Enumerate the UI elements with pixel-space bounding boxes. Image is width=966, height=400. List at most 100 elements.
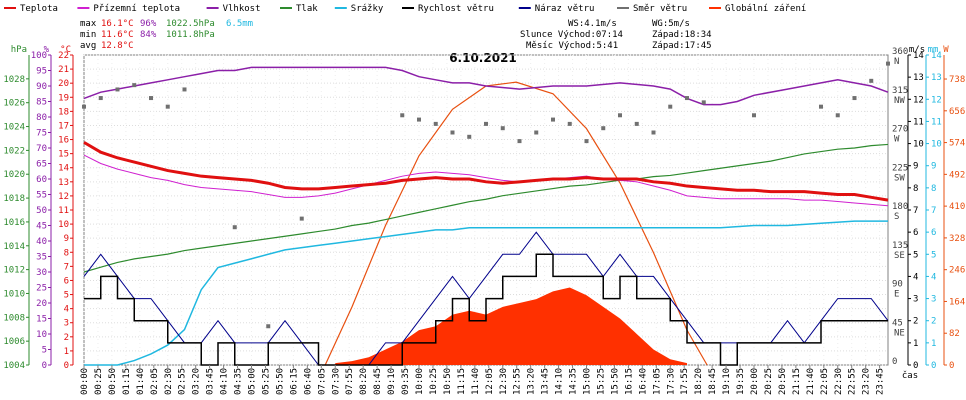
- wind-direction-point: [886, 61, 890, 66]
- axis-pct-tick-label: 100: [31, 51, 47, 61]
- axis-mm-tick-label: 11: [931, 117, 942, 127]
- wind-direction-point: [467, 134, 472, 139]
- time-tick-label: 17:30: [666, 368, 676, 395]
- axis-ms-tick-label: 11: [913, 117, 924, 127]
- axis-degc-tick-label: 15: [58, 150, 69, 160]
- wind-direction-point: [82, 104, 86, 109]
- time-tick-label: 23:45: [876, 368, 886, 395]
- axis-degc-tick-label: 1: [64, 347, 69, 357]
- time-tick-label: 10:50: [443, 368, 453, 395]
- axis-dir-compass-label: E: [894, 290, 899, 300]
- wind-direction-point: [752, 113, 756, 118]
- wind-direction-point: [618, 113, 622, 118]
- legend-label: Přízemní teplota: [93, 4, 180, 14]
- axis-pct-tick-label: 5: [42, 346, 47, 356]
- time-tick-label: 17:55: [680, 368, 690, 395]
- axis-ms-tick-label: 13: [913, 73, 924, 83]
- axis-pct-tick-label: 30: [36, 268, 47, 278]
- axis-pct-tick-label: 45: [36, 222, 47, 232]
- time-tick-label: 07:30: [331, 368, 341, 395]
- time-tick-label: 08:20: [359, 368, 369, 395]
- axis-dir-tick-label: 315: [892, 86, 908, 96]
- stats-max-hum: 96%: [140, 19, 157, 29]
- time-unit: čas: [902, 370, 918, 381]
- axis-pct-tick-label: 70: [36, 144, 47, 154]
- axis-ms-tick-label: 10: [913, 140, 924, 150]
- time-tick-label: 18:45: [708, 368, 718, 395]
- info-slunce: Slunce Východ:07:14: [520, 30, 623, 40]
- axis-degc-tick-label: 10: [58, 220, 69, 230]
- axes: hPa1004100610081010101210141016101810201…: [3, 45, 965, 371]
- axis-degc-tick-label: 9: [64, 234, 69, 244]
- grid: [83, 54, 888, 366]
- axis-dir-tick-label: 45: [892, 318, 903, 328]
- axis-hpa-tick-label: 1022: [3, 146, 25, 156]
- axis-dir-tick-label: 270: [892, 125, 908, 135]
- time-tick-label: 01:15: [122, 368, 132, 395]
- time-axis: 00:00 00:25 00:50 01:15 01:40 02:05 02:30 02:55…: [80, 365, 918, 395]
- axis-ms-tick-label: 5: [913, 250, 918, 260]
- stats-max-label: max: [80, 19, 97, 29]
- time-tick-label: 10:25: [429, 368, 439, 395]
- axis-mm-tick-label: 14: [931, 51, 942, 61]
- axis-wm2-unit: W: [943, 45, 949, 55]
- wind-direction-point: [651, 130, 656, 135]
- axis-mm-tick-label: 12: [931, 95, 942, 105]
- wind-direction-point: [567, 121, 572, 126]
- time-tick-label: 21:40: [806, 368, 816, 395]
- axis-degc-tick-label: 19: [58, 93, 69, 103]
- axis-wm2-tick-label: 410: [949, 202, 965, 212]
- wind-direction-point: [517, 139, 522, 144]
- time-tick-label: 15:50: [610, 368, 620, 395]
- axis-mm-tick-label: 10: [931, 140, 942, 150]
- series-ground-temperature: [83, 154, 889, 207]
- axis-dir-compass-label: SW: [894, 173, 905, 183]
- wind-direction-point: [685, 96, 689, 101]
- axis-mm-tick-label: 2: [931, 317, 936, 327]
- axis-hpa-tick-label: 1004: [3, 361, 25, 371]
- wind-direction-point: [165, 104, 170, 109]
- axis-degc-tick-label: 6: [64, 276, 69, 286]
- time-tick-label: 02:30: [164, 368, 174, 395]
- axis-ms-tick-label: 8: [913, 184, 918, 194]
- axis-wm2-tick-label: 656: [949, 107, 965, 117]
- axis-dir-compass-label: S: [894, 212, 899, 222]
- stats-min-temp: 11.6°C: [101, 30, 134, 40]
- axis-ms-tick-label: 14: [913, 51, 924, 61]
- axis-pct-tick-label: 95: [36, 67, 47, 77]
- axis-hpa-tick-label: 1010: [3, 289, 25, 299]
- info-block: WS:4.1m/s WG:5m/s Slunce Východ:07:14 Zá…: [520, 19, 712, 51]
- time-tick-label: 02:55: [178, 368, 188, 395]
- axis-degc-tick-label: 11: [58, 206, 69, 216]
- wind-direction-point: [634, 121, 639, 126]
- time-tick-label: 00:50: [108, 368, 118, 395]
- axis-hpa-tick-label: 1008: [3, 313, 25, 323]
- axis-degc-tick-label: 12: [58, 192, 69, 202]
- axis-dir-compass-label: N: [894, 57, 899, 67]
- chart-title: 6.10.2021: [449, 51, 517, 65]
- axis-degc-unit: °C: [60, 45, 71, 55]
- axis-mm-tick-label: 1: [931, 339, 936, 349]
- time-tick-label: 03:20: [192, 368, 202, 395]
- axis-wm2-tick-label: 738: [949, 75, 965, 85]
- axis-hpa-tick-label: 1014: [3, 242, 25, 252]
- time-tick-label: 08:45: [373, 368, 383, 395]
- wind-direction-point: [701, 100, 706, 105]
- stats-min-press: 1011.8hPa: [166, 30, 215, 40]
- stats-max-press: 1022.5hPa: [166, 19, 215, 29]
- axis-degc-tick-label: 5: [64, 291, 69, 301]
- wind-direction-point: [450, 130, 455, 135]
- time-tick-label: 02:05: [150, 368, 160, 395]
- axis-degc-tick-label: 13: [58, 178, 69, 188]
- axis-ms-tick-label: 3: [913, 295, 918, 305]
- axis-degc-tick-label: 7: [64, 262, 69, 272]
- axis-pct-tick-label: 75: [36, 129, 47, 139]
- time-tick-label: 07:05: [317, 368, 327, 395]
- axis-dir-tick-label: 360: [892, 47, 908, 57]
- axis-dir-tick-label: 180: [892, 202, 908, 212]
- wind-direction-point: [299, 216, 304, 221]
- axis-degc-tick-label: 4: [64, 305, 69, 315]
- info-slunce-zapad: Západ:18:34: [652, 30, 712, 40]
- stats-max-rain: 6.5mm: [226, 19, 253, 29]
- stats-avg-temp: 12.8°C: [101, 41, 134, 51]
